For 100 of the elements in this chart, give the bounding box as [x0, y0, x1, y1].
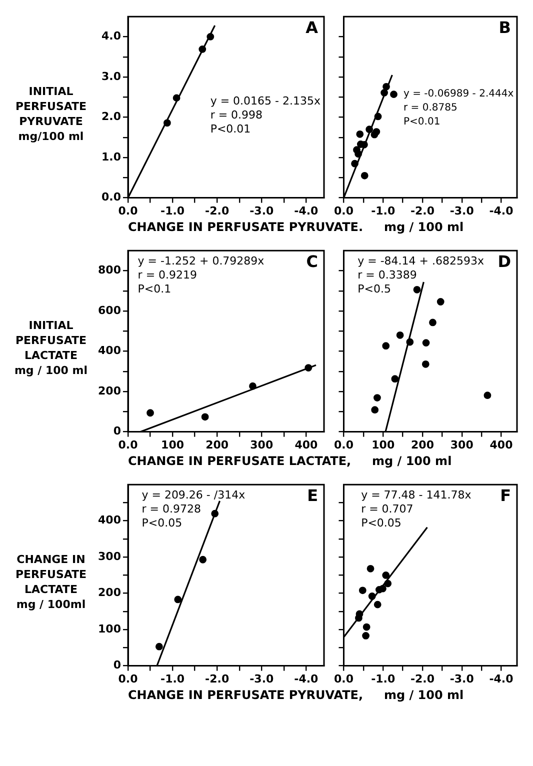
x-tick-label: -1.0: [160, 204, 185, 218]
point: [374, 600, 382, 608]
point: [366, 126, 374, 134]
y-tick-label: 3.0: [102, 70, 122, 83]
x-tick-label: -3.0: [450, 672, 474, 686]
annotation: y = -84.14 + .682593x: [358, 254, 484, 268]
annotation: P<0.1: [138, 282, 172, 296]
annotation: A: [306, 18, 319, 37]
annotation: y = 0.0165 - 2.135x: [210, 94, 321, 108]
x-tick-label: -3.0: [250, 204, 274, 218]
point: [406, 338, 414, 346]
annotation: r = 0.3389: [358, 268, 417, 282]
annotation: P<0.5: [358, 282, 391, 296]
y-tick-label: 0: [113, 424, 122, 438]
point: [155, 642, 163, 650]
point: [249, 382, 256, 390]
x-tick-label: -2.0: [410, 672, 435, 686]
x-tick-label: -2.0: [205, 672, 230, 686]
annotation: y = 77.48 - 141.78x: [361, 488, 472, 502]
point: [174, 596, 182, 604]
point: [362, 623, 370, 631]
x-tick-label: -3.0: [450, 204, 474, 218]
y-axis-title: INITIAL PERFUSATE LACTATE mg / 100 ml: [14, 319, 88, 377]
x-tick-label: 400: [490, 438, 514, 452]
point: [206, 33, 214, 40]
point: [351, 160, 358, 168]
point: [436, 298, 444, 306]
point: [382, 572, 390, 579]
point: [354, 150, 362, 158]
point: [384, 580, 392, 588]
point: [371, 406, 379, 414]
x-tick-label: -4.0: [294, 672, 319, 686]
point: [382, 82, 390, 90]
y-tick-label: 0.0: [102, 190, 122, 204]
annotation: y = 209.26 - /314x: [142, 488, 246, 502]
point: [374, 394, 381, 402]
point: [382, 342, 390, 350]
point: [164, 119, 171, 127]
x-axis-title: CHANGE IN PERFUSATE PYRUVATE. mg / 100 ml: [128, 220, 465, 234]
point: [366, 564, 374, 572]
x-tick-label: 0.0: [334, 204, 354, 218]
point: [391, 375, 399, 383]
point: [380, 89, 388, 96]
annotation: P<0.05: [361, 516, 402, 530]
x-tick-label: -4.0: [294, 204, 319, 218]
point: [372, 128, 380, 136]
annotation: y = -0.06989 - 2.444x: [404, 88, 514, 100]
point: [211, 510, 219, 518]
annotation: r = 0.707: [361, 502, 414, 516]
x-tick-label: 0.0: [334, 672, 354, 686]
x-tick-label: 300: [450, 438, 474, 452]
x-axis-title: CHANGE IN PERFUSATE LACTATE, mg / 100 ml: [128, 454, 453, 468]
point: [390, 90, 398, 98]
point: [484, 392, 492, 400]
point: [358, 586, 366, 594]
x-tick-label: -1.0: [371, 204, 396, 218]
x-tick-label: 100: [372, 438, 395, 452]
annotation: E: [307, 486, 318, 505]
annotation: C: [306, 252, 318, 271]
annotation: r = 0.9728: [142, 502, 201, 516]
x-tick-label: -4.0: [489, 204, 514, 218]
point: [304, 364, 312, 372]
point: [201, 413, 209, 421]
point: [379, 584, 386, 592]
y-tick-label: 200: [98, 586, 122, 600]
y-tick-label: 400: [98, 344, 122, 358]
annotation: r = 0.8785: [404, 102, 458, 114]
annotation: r = 0.998: [210, 108, 263, 122]
y-tick-label: 600: [98, 304, 122, 317]
point: [362, 632, 370, 640]
x-tick-label: -4.0: [489, 672, 514, 686]
point: [396, 331, 404, 339]
y-tick-label: 400: [98, 514, 122, 527]
y-axis-title: INITIAL PERFUSATE PYRUVATE mg/100 ml: [15, 85, 87, 143]
x-axis-title: CHANGE IN PERFUSATE PYRUVATE, mg / 100 ml: [128, 688, 465, 702]
x-tick-label: -3.0: [250, 672, 274, 686]
annotation: r = 0.9219: [138, 268, 198, 282]
point: [422, 360, 430, 368]
x-tick-label: 300: [250, 438, 274, 452]
annotation: B: [498, 18, 511, 37]
point: [422, 339, 430, 347]
point: [356, 130, 364, 138]
point: [360, 172, 368, 180]
annotation: P<0.01: [210, 122, 251, 136]
annotation: P<0.05: [142, 516, 182, 530]
y-tick-label: 0: [113, 658, 122, 672]
y-tick-label: 300: [98, 550, 122, 563]
y-tick-label: 1.0: [102, 150, 122, 164]
annotation: P<0.01: [404, 116, 440, 128]
y-tick-label: 2.0: [102, 110, 122, 124]
y-tick-label: 100: [98, 622, 122, 636]
annotation: F: [500, 486, 511, 505]
point: [374, 112, 382, 120]
y-tick-label: 4.0: [102, 30, 122, 43]
annotation: D: [498, 252, 511, 271]
point: [429, 318, 436, 326]
x-tick-label: -1.0: [160, 672, 185, 686]
x-tick-label: -2.0: [410, 204, 435, 218]
x-tick-label: -1.0: [371, 672, 396, 686]
point: [368, 592, 376, 600]
